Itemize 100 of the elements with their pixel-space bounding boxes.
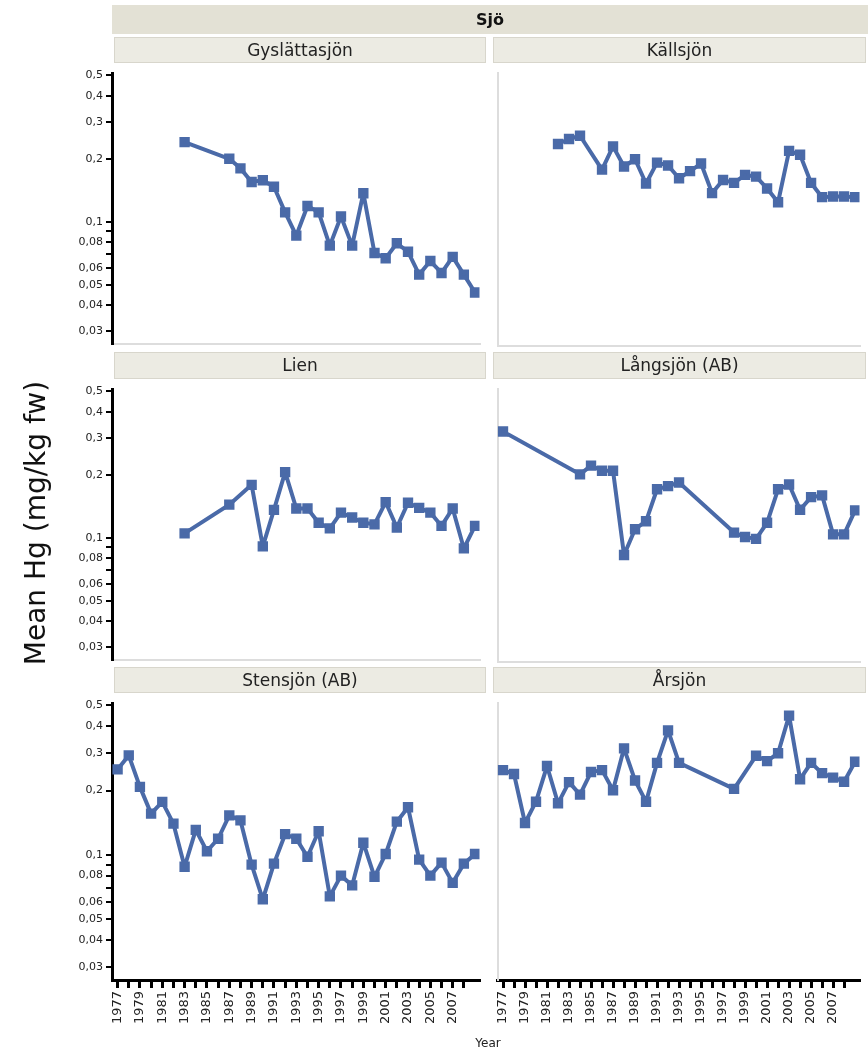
x-tick-label: 1997 [332,991,348,1025]
point [469,287,480,298]
point [302,851,313,862]
point [618,161,630,172]
point [640,516,652,527]
point [772,748,784,759]
x-tick-label: 1983 [175,991,191,1025]
point [369,519,380,530]
point [761,755,773,767]
y-tick-label: 0,5 [85,698,103,712]
x-tick-label: 1999 [354,991,370,1025]
y-axis-title: Mean Hg (mg/kg fw) [18,380,52,666]
point [541,760,553,772]
point [447,877,458,889]
x-tick-label: 2003 [399,991,415,1025]
chart-title: Långsjön (AB) [493,352,866,379]
point [402,802,414,813]
x-tick-label: 2001 [758,991,774,1025]
point [849,756,860,767]
y-tick-label: 0,3 [85,114,103,128]
point [190,824,201,836]
point [717,174,729,186]
point [324,523,335,534]
y-tick-label: 0,08 [78,551,103,564]
y-tick-label: 0,03 [78,959,103,973]
point [346,240,358,251]
point [772,197,784,208]
point [179,137,190,148]
point [574,130,586,141]
point [246,859,257,870]
point [805,177,817,189]
point [761,517,773,528]
point [563,133,575,145]
point [279,207,291,218]
x-tick-label: 1987 [220,991,236,1025]
point [838,529,850,540]
point [805,491,817,503]
y-tick-label: 0,3 [85,430,103,444]
x-tick-label: 1993 [670,991,686,1025]
point [324,891,335,902]
point [596,164,608,175]
y-tick-label: 0,5 [85,384,103,398]
x-tick-label: 1977 [494,991,510,1025]
point [134,781,146,793]
point [291,230,302,241]
point [402,497,414,508]
point [358,517,369,528]
y-tick-label: 0,05 [78,277,103,291]
x-tick-label: 1981 [153,991,169,1025]
point [335,507,347,518]
point [469,520,480,532]
point [212,833,224,844]
point [235,815,246,826]
point [827,772,839,783]
point [313,207,324,218]
y-tick-label: 0,5 [85,68,103,82]
point [369,871,380,882]
x-tick-label: 2007 [444,991,460,1025]
point [112,764,123,775]
chart-title: Källsjön [493,37,866,63]
point [458,543,470,554]
y-tick-label: 0,06 [78,577,103,591]
point [291,833,302,844]
x-tick-label: 2001 [377,991,393,1025]
point [246,176,257,188]
x-tick-label: 2005 [421,991,437,1025]
point [783,145,795,157]
point [179,861,190,872]
point [268,858,280,869]
point [447,251,458,263]
point [436,520,447,532]
point [346,880,358,891]
x-tick-label: 2005 [802,991,818,1025]
y-tick-label: 0,06 [78,895,103,909]
point [313,826,324,837]
point [268,504,280,516]
point [425,507,436,518]
y-tick-label: 0,05 [78,912,103,926]
point [838,776,850,787]
point [414,854,425,865]
point [358,188,369,199]
point [596,465,608,476]
point [530,796,542,807]
point [279,829,291,840]
point [618,549,630,561]
text: Sjö [112,5,868,34]
x-tick-label: 1977 [108,991,124,1025]
y-tick-label: 0,2 [85,467,103,481]
x-tick-label: 1985 [582,991,598,1025]
point [750,750,762,761]
point [257,175,268,186]
point [607,141,619,152]
y-tick-label: 0,1 [85,530,103,544]
point [497,764,509,776]
point [574,469,586,480]
point [552,798,564,809]
x-tick-label: 1997 [714,991,730,1025]
point [816,191,828,203]
x-tick-label: 2003 [780,991,796,1025]
point [816,767,828,779]
